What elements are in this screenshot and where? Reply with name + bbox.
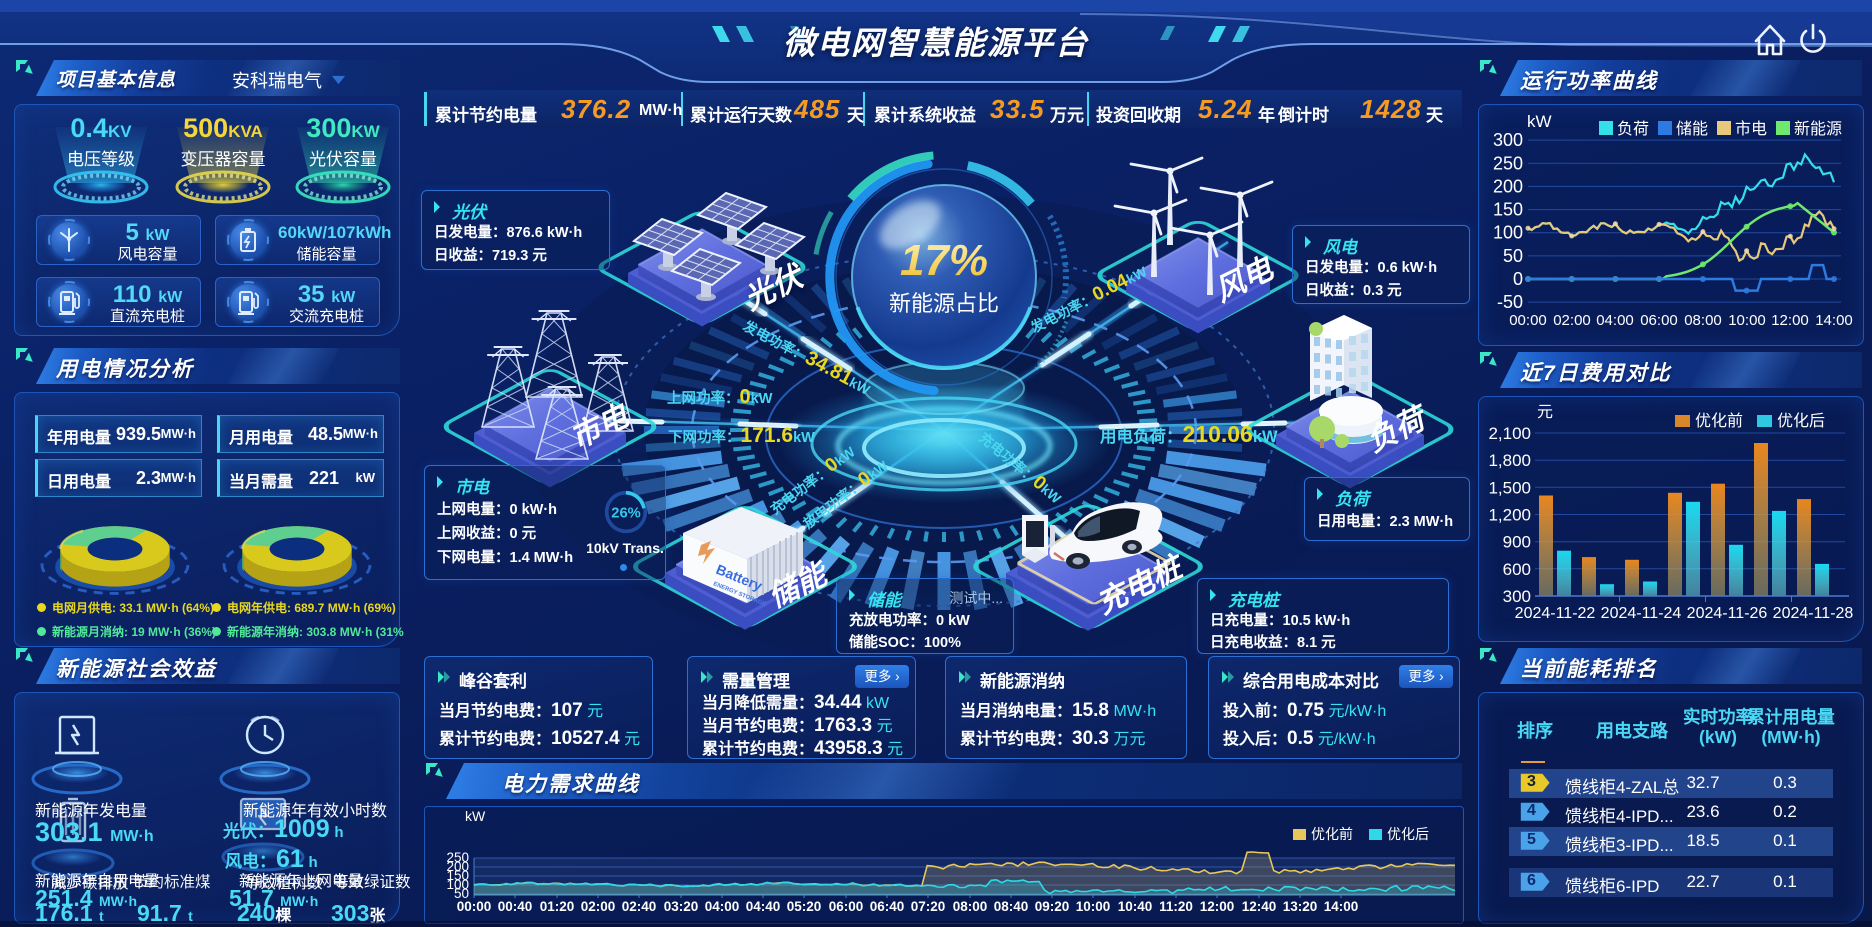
svg-text:300: 300 [1503,587,1531,606]
svg-text:11:20: 11:20 [1159,899,1193,914]
svg-text:新能源占比: 新能源占比 [889,291,999,316]
svg-text:14:00: 14:00 [1815,312,1853,329]
svg-text:2024-11-26: 2024-11-26 [1687,605,1768,622]
svg-text:10:00: 10:00 [1076,899,1111,914]
svg-text:02:00: 02:00 [1553,312,1591,329]
svg-text:-50: -50 [1497,292,1523,312]
svg-text:00:00: 00:00 [457,899,492,914]
svg-text:06:00: 06:00 [829,899,864,914]
svg-text:10:40: 10:40 [1118,899,1153,914]
svg-text:150: 150 [446,868,469,883]
svg-text:负荷: 负荷 [1617,120,1649,138]
svg-text:150: 150 [1493,200,1523,220]
svg-text:08:40: 08:40 [994,899,1029,914]
svg-text:下网功率：171.6kW: 下网功率：171.6kW [668,424,815,447]
svg-text:02:00: 02:00 [581,899,616,914]
svg-text:08:00: 08:00 [1684,312,1722,329]
svg-text:优化前: 优化前 [1695,412,1743,430]
svg-text:kW: kW [1527,112,1552,131]
svg-text:250: 250 [1493,153,1523,173]
svg-text:04:40: 04:40 [746,899,781,914]
svg-text:12:00: 12:00 [1200,899,1235,914]
svg-text:0: 0 [1513,269,1523,289]
svg-text:kW: kW [465,808,486,824]
svg-text:07:20: 07:20 [911,899,946,914]
svg-text:08:00: 08:00 [953,899,988,914]
svg-text:06:40: 06:40 [870,899,905,914]
svg-text:用电负荷：210.06kW: 用电负荷：210.06kW [1100,421,1278,447]
svg-text:100: 100 [1493,223,1523,243]
svg-text:2024-11-22: 2024-11-22 [1515,605,1596,622]
svg-text:1,500: 1,500 [1488,478,1531,497]
svg-text:储能: 储能 [1676,120,1708,138]
svg-text:05:20: 05:20 [787,899,822,914]
svg-text:03:20: 03:20 [664,899,699,914]
svg-text:50: 50 [1503,246,1523,266]
svg-text:1,200: 1,200 [1488,506,1531,525]
svg-text:300: 300 [1493,130,1523,150]
svg-text:市电: 市电 [1735,120,1767,138]
svg-text:01:20: 01:20 [540,899,575,914]
svg-text:26%: 26% [611,506,640,522]
svg-text:04:00: 04:00 [705,899,740,914]
svg-text:元: 元 [1537,404,1553,421]
svg-text:50: 50 [454,886,469,901]
svg-text:00:00: 00:00 [1509,312,1547,329]
svg-text:600: 600 [1503,560,1531,579]
svg-text:06:00: 06:00 [1640,312,1678,329]
svg-text:900: 900 [1503,533,1531,552]
svg-text:00:40: 00:40 [498,899,533,914]
svg-text:12:00: 12:00 [1771,312,1809,329]
svg-text:12:40: 12:40 [1242,899,1277,914]
svg-text:优化前: 优化前 [1311,826,1353,842]
svg-text:优化后: 优化后 [1387,826,1429,842]
svg-text:优化后: 优化后 [1777,412,1825,430]
svg-text:200: 200 [446,859,469,874]
svg-text:100: 100 [446,877,469,892]
svg-text:09:20: 09:20 [1035,899,1070,914]
svg-text:200: 200 [1493,176,1523,196]
svg-text:2024-11-24: 2024-11-24 [1601,605,1682,622]
svg-text:17%: 17% [900,236,988,285]
svg-text:250: 250 [446,850,469,865]
svg-text:10:00: 10:00 [1728,312,1766,329]
svg-text:上网功率：0kW: 上网功率：0kW [667,386,773,408]
svg-text:2,100: 2,100 [1488,424,1531,443]
svg-text:02:40: 02:40 [622,899,657,914]
svg-text:新能源: 新能源 [1794,120,1842,138]
svg-text:14:00: 14:00 [1324,899,1359,914]
svg-text:2024-11-28: 2024-11-28 [1773,605,1854,622]
svg-text:13:20: 13:20 [1283,899,1318,914]
svg-text:04:00: 04:00 [1596,312,1634,329]
svg-text:1,800: 1,800 [1488,451,1531,470]
